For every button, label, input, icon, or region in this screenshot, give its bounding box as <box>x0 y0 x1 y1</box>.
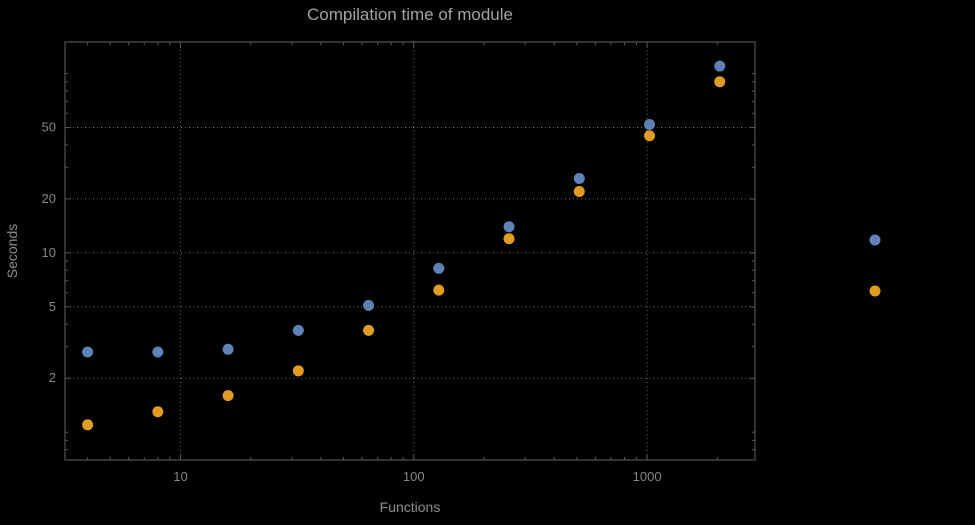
x-axis-label: Functions <box>379 499 441 515</box>
orange-series-point <box>503 233 515 245</box>
blue-series-point <box>292 324 304 336</box>
blue-series-point <box>503 221 515 233</box>
orange-series-point <box>714 76 726 88</box>
orange-series-point <box>82 419 94 431</box>
blue-series-point <box>363 299 375 311</box>
legend-marker <box>869 285 881 297</box>
orange-series-point <box>644 130 656 142</box>
orange-series-point <box>363 324 375 336</box>
blue-series-point <box>433 262 445 274</box>
orange-series-point <box>433 284 445 296</box>
plot-frame <box>64 41 756 461</box>
y-tick-label: 2 <box>49 370 56 385</box>
x-tick-label: 10 <box>173 469 187 484</box>
y-axis-label: Seconds <box>4 223 20 279</box>
x-tick-label: 100 <box>403 469 425 484</box>
orange-series-point <box>222 390 234 402</box>
y-tick-label: 50 <box>42 120 56 135</box>
y-tick-label: 20 <box>42 191 56 206</box>
y-tick-label: 5 <box>49 299 56 314</box>
blue-series-point <box>714 60 726 72</box>
blue-series-point <box>152 346 164 358</box>
orange-series-point <box>573 185 585 197</box>
legend-marker <box>869 234 881 246</box>
blue-series-point <box>82 346 94 358</box>
blue-series-point <box>644 119 656 131</box>
chart-title: Compilation time of module <box>307 5 513 24</box>
orange-series-point <box>292 365 304 377</box>
orange-series-point <box>152 406 164 418</box>
x-tick-label: 1000 <box>633 469 662 484</box>
y-tick-label: 10 <box>42 245 56 260</box>
blue-series-point <box>573 172 585 184</box>
blue-series-point <box>222 343 234 355</box>
